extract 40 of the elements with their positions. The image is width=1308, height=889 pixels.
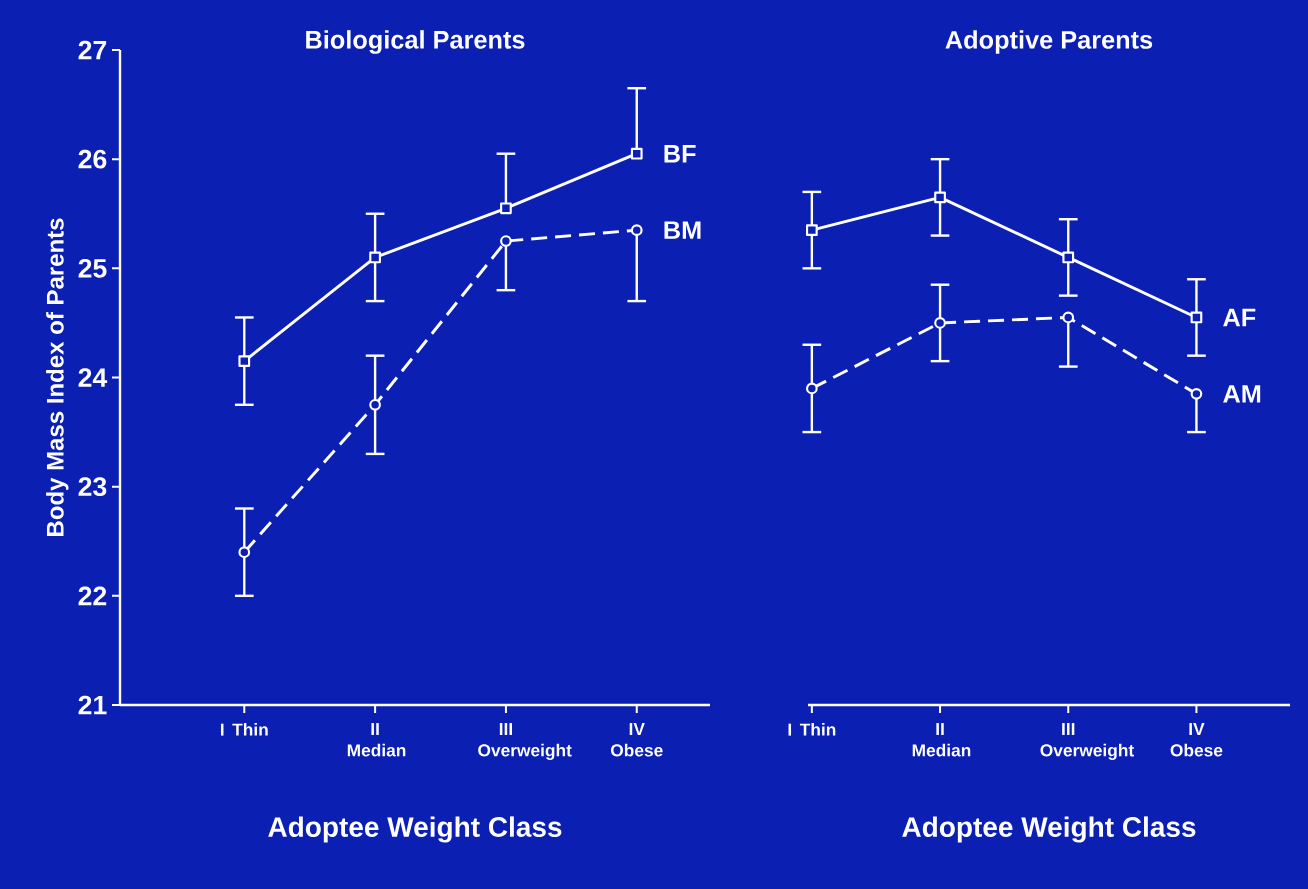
point — [805, 224, 818, 236]
x-tick-label: IV Obese — [610, 723, 663, 757]
x-axis-title: Adoptee Weight Class — [268, 816, 562, 843]
point — [934, 317, 946, 329]
y-tick-label: 24 — [78, 368, 108, 387]
y-tick-label: 26 — [78, 149, 107, 169]
chart-title: Biological Parents — [306, 30, 525, 54]
point — [238, 546, 251, 559]
point — [805, 382, 818, 395]
point — [500, 235, 512, 247]
point — [500, 202, 512, 215]
x-axis-title: Adoptee Weight Class — [902, 816, 1196, 843]
x-tick-label: IV Obese — [1170, 723, 1223, 757]
x-tick-label: I Thin — [788, 723, 836, 736]
point — [1062, 311, 1075, 324]
point — [1190, 311, 1203, 324]
x-tick-label: I Thin — [220, 723, 268, 736]
y-axis-title: Body Mass Index of Parents — [46, 218, 69, 536]
point — [934, 191, 946, 204]
chart-title: Adoptive Parents — [945, 30, 1153, 54]
x-tick-label: II Median — [912, 723, 971, 757]
series-label: AM — [1223, 385, 1261, 403]
y-tick-label: 25 — [78, 258, 107, 278]
point — [369, 398, 381, 411]
series-label: BM — [664, 221, 701, 239]
y-tick-label: 21 — [78, 695, 107, 715]
point — [630, 147, 643, 160]
point — [369, 251, 381, 264]
y-tick-label: 22 — [78, 586, 107, 606]
series-label: BF — [664, 145, 696, 163]
x-tick-label: III Overweight — [478, 723, 572, 760]
y-tick-label: 23 — [78, 477, 107, 497]
x-tick-label: III Overweight — [1040, 723, 1134, 760]
point — [1190, 388, 1203, 400]
x-tick-label: II Median — [347, 723, 406, 757]
point — [630, 224, 643, 236]
point — [1062, 251, 1075, 264]
point — [238, 355, 251, 367]
y-tick-label: 27 — [78, 40, 107, 60]
series-label: AF — [1223, 308, 1256, 327]
